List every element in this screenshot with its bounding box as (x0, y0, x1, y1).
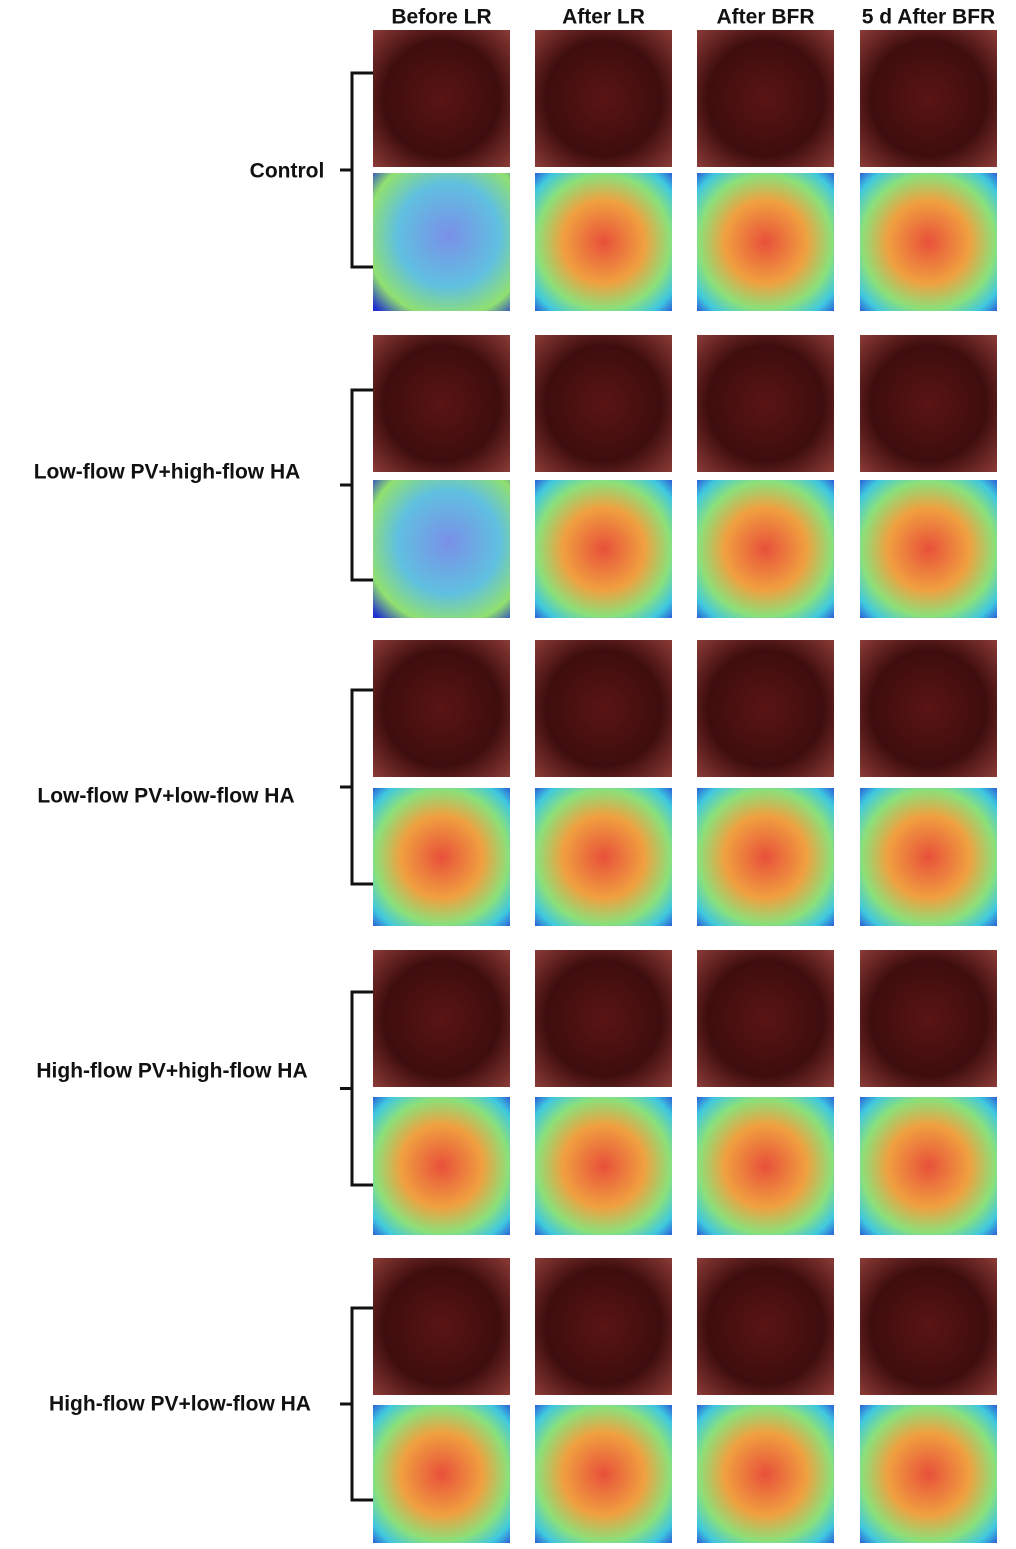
perfusion-map (860, 173, 997, 311)
liver-photo (860, 640, 997, 777)
liver-photo (697, 640, 834, 777)
liver-photo (860, 335, 997, 472)
row-label: High-flow PV+high-flow HA (36, 1060, 307, 1083)
perfusion-map (535, 788, 672, 926)
perfusion-map (535, 1097, 672, 1235)
perfusion-map (860, 788, 997, 926)
bracket (340, 990, 374, 1187)
liver-photo (535, 335, 672, 472)
perfusion-map (535, 173, 672, 311)
perfusion-map (860, 1097, 997, 1235)
perfusion-map (697, 1097, 834, 1235)
row-label: Control (250, 160, 325, 183)
liver-photo (535, 30, 672, 167)
liver-photo (535, 1258, 672, 1395)
column-header: Before LR (391, 6, 491, 29)
liver-photo (535, 640, 672, 777)
liver-photo (860, 1258, 997, 1395)
column-header: 5 d After BFR (862, 6, 995, 29)
bracket (340, 688, 374, 886)
perfusion-map (860, 480, 997, 618)
row-label: Low-flow PV+high-flow HA (34, 461, 301, 484)
liver-photo (373, 335, 510, 472)
liver-photo (697, 30, 834, 167)
liver-photo (860, 30, 997, 167)
perfusion-map (373, 1097, 510, 1235)
perfusion-map (535, 480, 672, 618)
liver-photo (373, 30, 510, 167)
liver-photo (697, 335, 834, 472)
column-header: After BFR (717, 6, 815, 29)
perfusion-map (697, 480, 834, 618)
liver-photo (535, 950, 672, 1087)
perfusion-map (697, 173, 834, 311)
perfusion-map (697, 1405, 834, 1543)
perfusion-map (697, 788, 834, 926)
liver-photo (697, 950, 834, 1087)
perfusion-map (373, 480, 510, 618)
perfusion-map (373, 173, 510, 311)
liver-photo (860, 950, 997, 1087)
bracket (340, 71, 374, 269)
column-header: After LR (562, 6, 645, 29)
liver-photo (373, 1258, 510, 1395)
perfusion-map (535, 1405, 672, 1543)
liver-photo (373, 950, 510, 1087)
liver-photo (373, 640, 510, 777)
perfusion-map (373, 1405, 510, 1543)
perfusion-map (373, 788, 510, 926)
bracket (340, 388, 374, 582)
liver-photo (697, 1258, 834, 1395)
row-label: High-flow PV+low-flow HA (49, 1393, 311, 1416)
bracket (340, 1306, 374, 1502)
perfusion-map (860, 1405, 997, 1543)
row-label: Low-flow PV+low-flow HA (37, 785, 294, 808)
